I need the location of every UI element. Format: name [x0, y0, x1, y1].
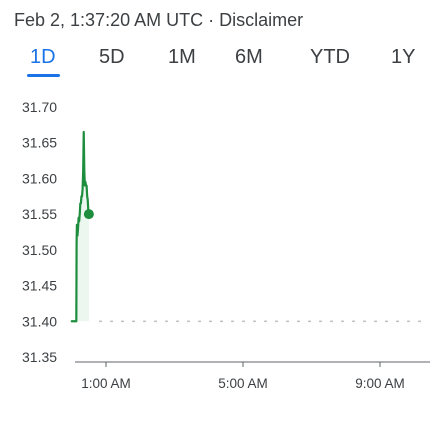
separator-dot: ·	[208, 10, 215, 30]
y-tick-label: 31.65	[22, 135, 57, 151]
tab-1m[interactable]: 1M	[168, 46, 196, 68]
tab-ytd[interactable]: YTD	[310, 46, 350, 68]
y-tick-label: 31.40	[22, 313, 57, 329]
current-price-dot	[83, 209, 94, 220]
y-tick-label: 31.70	[22, 99, 57, 115]
tab-1d[interactable]: 1D	[30, 46, 56, 68]
x-tick-label: 1:00 AM	[81, 376, 131, 391]
y-tick-label: 31.45	[22, 278, 57, 294]
tab-5d[interactable]: 5D	[99, 46, 125, 68]
tab-1y[interactable]: 1Y	[391, 46, 416, 68]
y-tick-label: 31.35	[22, 349, 57, 365]
chart-header: Feb 2, 1:37:20 AM UTC · Disclaimer	[14, 10, 303, 31]
timestamp-text: Feb 2, 1:37:20 AM UTC	[14, 10, 204, 30]
price-series-line	[70, 130, 90, 323]
tab-6m[interactable]: 6M	[235, 46, 263, 68]
active-tab-indicator	[27, 74, 60, 77]
disclaimer-link[interactable]: Disclaimer	[219, 10, 304, 30]
y-tick-label: 31.55	[22, 206, 57, 222]
y-tick-label: 31.60	[22, 170, 57, 186]
x-tick-label: 5:00 AM	[218, 376, 268, 391]
price-area-fill	[76, 132, 89, 322]
y-tick-label: 31.50	[22, 242, 57, 258]
range-tabs: 1D 5D 1M 6M YTD 1Y	[0, 46, 430, 77]
x-tick-label: 9:00 AM	[355, 376, 405, 391]
